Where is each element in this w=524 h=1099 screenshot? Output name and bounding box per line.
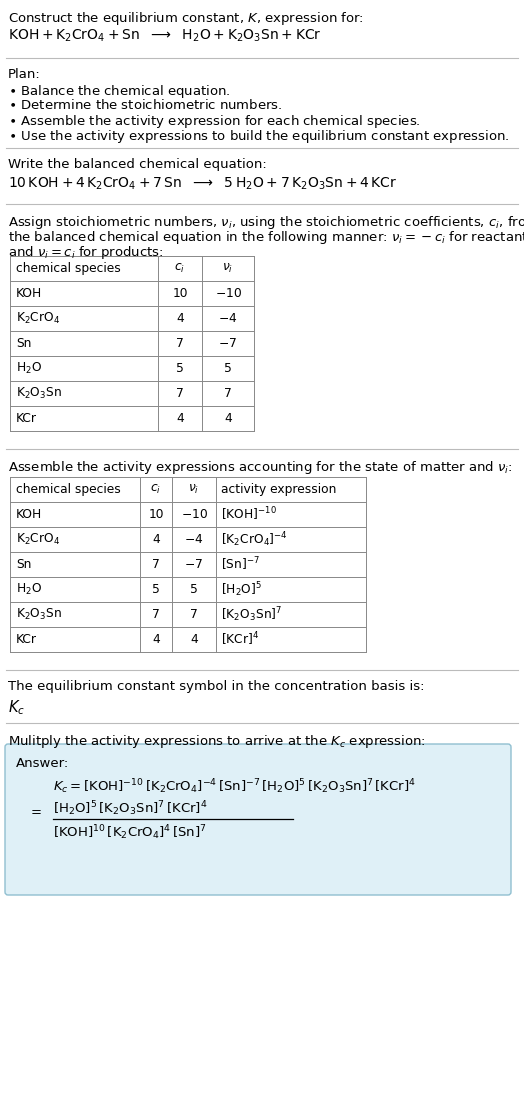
- Text: $\nu_i$: $\nu_i$: [189, 482, 200, 496]
- Text: $\bullet$ Assemble the activity expression for each chemical species.: $\bullet$ Assemble the activity expressi…: [8, 113, 421, 130]
- Text: $-4$: $-4$: [219, 312, 238, 325]
- Text: $\mathrm{KOH + K_2CrO_4 + Sn}$  $\longrightarrow$  $\mathrm{H_2O + K_2O_3Sn + KC: $\mathrm{KOH + K_2CrO_4 + Sn}$ $\longrig…: [8, 27, 322, 44]
- Text: 4: 4: [176, 412, 184, 425]
- Text: Assemble the activity expressions accounting for the state of matter and $\nu_i$: Assemble the activity expressions accoun…: [8, 459, 512, 476]
- Text: 4: 4: [152, 633, 160, 646]
- Text: 10: 10: [148, 508, 163, 521]
- Text: 7: 7: [224, 387, 232, 400]
- Text: 4: 4: [152, 533, 160, 546]
- Text: $[\mathrm{H_2O}]^5\,[\mathrm{K_2O_3Sn}]^7\,[\mathrm{KCr}]^4$: $[\mathrm{H_2O}]^5\,[\mathrm{K_2O_3Sn}]^…: [53, 799, 208, 818]
- Text: Mulitply the activity expressions to arrive at the $K_c$ expression:: Mulitply the activity expressions to arr…: [8, 733, 426, 750]
- Text: Write the balanced chemical equation:: Write the balanced chemical equation:: [8, 158, 267, 171]
- Text: Sn: Sn: [16, 558, 31, 571]
- Text: $c_i$: $c_i$: [150, 482, 161, 496]
- Text: Sn: Sn: [16, 337, 31, 349]
- Text: $\mathrm{H_2O}$: $\mathrm{H_2O}$: [16, 582, 42, 597]
- Text: $\mathrm{K_2O_3Sn}$: $\mathrm{K_2O_3Sn}$: [16, 607, 62, 622]
- Text: 5: 5: [190, 582, 198, 596]
- Text: $-7$: $-7$: [184, 558, 203, 571]
- Text: Plan:: Plan:: [8, 68, 41, 81]
- Text: $c_i$: $c_i$: [174, 262, 185, 275]
- Text: chemical species: chemical species: [16, 262, 121, 275]
- Text: $[\mathrm{KOH}]^{10}\,[\mathrm{K_2CrO_4}]^4\,[\mathrm{Sn}]^7$: $[\mathrm{KOH}]^{10}\,[\mathrm{K_2CrO_4}…: [53, 823, 206, 842]
- Text: $K_c = [\mathrm{KOH}]^{-10}\,[\mathrm{K_2CrO_4}]^{-4}\,[\mathrm{Sn}]^{-7}\,[\mat: $K_c = [\mathrm{KOH}]^{-10}\,[\mathrm{K_…: [53, 777, 416, 796]
- FancyBboxPatch shape: [5, 744, 511, 895]
- Text: $-4$: $-4$: [184, 533, 204, 546]
- Text: 7: 7: [190, 608, 198, 621]
- Text: $\mathrm{K_2CrO_4}$: $\mathrm{K_2CrO_4}$: [16, 532, 60, 547]
- Text: $K_c$: $K_c$: [8, 698, 25, 717]
- Text: $\mathrm{K_2CrO_4}$: $\mathrm{K_2CrO_4}$: [16, 311, 60, 326]
- Text: KOH: KOH: [16, 287, 42, 300]
- Text: 7: 7: [176, 337, 184, 349]
- Text: $[\mathrm{KOH}]^{-10}$: $[\mathrm{KOH}]^{-10}$: [221, 506, 277, 523]
- Text: KCr: KCr: [16, 412, 37, 425]
- Text: $[\mathrm{K_2O_3Sn}]^7$: $[\mathrm{K_2O_3Sn}]^7$: [221, 606, 282, 624]
- Text: $\bullet$ Use the activity expressions to build the equilibrium constant express: $\bullet$ Use the activity expressions t…: [8, 127, 509, 145]
- Text: activity expression: activity expression: [221, 482, 336, 496]
- Text: the balanced chemical equation in the following manner: $\nu_i = -c_i$ for react: the balanced chemical equation in the fo…: [8, 229, 524, 246]
- Text: $\bullet$ Balance the chemical equation.: $\bullet$ Balance the chemical equation.: [8, 84, 231, 100]
- Text: $\mathrm{10\,KOH + 4\,K_2CrO_4 + 7\,Sn}$  $\longrightarrow$  $\mathrm{5\,H_2O + : $\mathrm{10\,KOH + 4\,K_2CrO_4 + 7\,Sn}$…: [8, 176, 397, 192]
- Text: $-7$: $-7$: [219, 337, 237, 349]
- Text: and $\nu_i = c_i$ for products:: and $\nu_i = c_i$ for products:: [8, 244, 163, 260]
- Text: $-10$: $-10$: [214, 287, 242, 300]
- Text: $\bullet$ Determine the stoichiometric numbers.: $\bullet$ Determine the stoichiometric n…: [8, 98, 282, 112]
- Text: $[\mathrm{K_2CrO_4}]^{-4}$: $[\mathrm{K_2CrO_4}]^{-4}$: [221, 530, 288, 548]
- Text: Construct the equilibrium constant, $K$, expression for:: Construct the equilibrium constant, $K$,…: [8, 10, 364, 27]
- Text: 4: 4: [224, 412, 232, 425]
- Text: $\mathrm{H_2O}$: $\mathrm{H_2O}$: [16, 360, 42, 376]
- Text: KOH: KOH: [16, 508, 42, 521]
- Text: 5: 5: [224, 362, 232, 375]
- Text: 5: 5: [152, 582, 160, 596]
- Text: 4: 4: [176, 312, 184, 325]
- Text: KCr: KCr: [16, 633, 37, 646]
- Text: Assign stoichiometric numbers, $\nu_i$, using the stoichiometric coefficients, $: Assign stoichiometric numbers, $\nu_i$, …: [8, 214, 524, 231]
- Text: Answer:: Answer:: [16, 757, 69, 770]
- Text: 5: 5: [176, 362, 184, 375]
- Text: $=$: $=$: [28, 804, 42, 818]
- Text: 7: 7: [152, 558, 160, 571]
- Text: $\mathrm{K_2O_3Sn}$: $\mathrm{K_2O_3Sn}$: [16, 386, 62, 401]
- Text: 4: 4: [190, 633, 198, 646]
- Text: $[\mathrm{KCr}]^4$: $[\mathrm{KCr}]^4$: [221, 631, 259, 648]
- Text: $-10$: $-10$: [180, 508, 208, 521]
- Text: 7: 7: [152, 608, 160, 621]
- Text: $[\mathrm{Sn}]^{-7}$: $[\mathrm{Sn}]^{-7}$: [221, 556, 260, 574]
- Text: 7: 7: [176, 387, 184, 400]
- Text: $\nu_i$: $\nu_i$: [222, 262, 234, 275]
- Text: 10: 10: [172, 287, 188, 300]
- Text: chemical species: chemical species: [16, 482, 121, 496]
- Text: $[\mathrm{H_2O}]^5$: $[\mathrm{H_2O}]^5$: [221, 580, 262, 599]
- Text: The equilibrium constant symbol in the concentration basis is:: The equilibrium constant symbol in the c…: [8, 680, 424, 693]
